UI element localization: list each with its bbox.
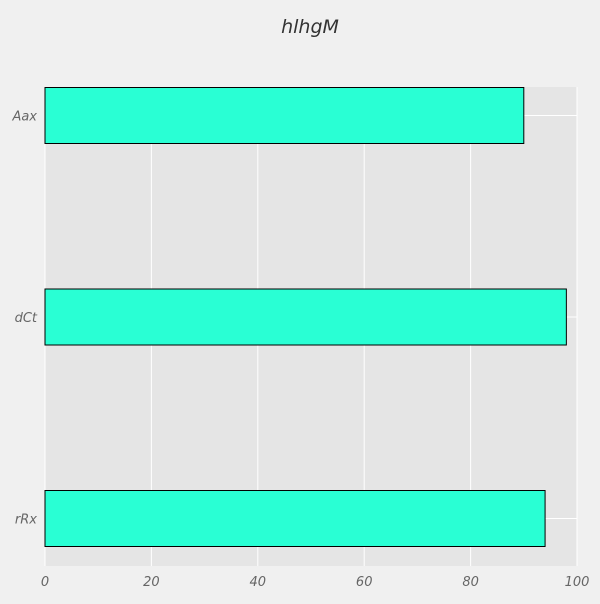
y-tick-label: rRx [15,513,37,528]
x-tick-label: 20 [143,575,160,590]
chart-title: hlhgM [281,16,339,38]
bar-dCt [44,288,567,346]
plot-area: Aax dCt rRx 0 20 40 60 80 100 [11,87,589,590]
x-tick-label: 100 [565,575,590,590]
x-tick-label: 40 [250,575,267,590]
x-tick-label: 80 [462,575,479,590]
y-tick-label: dCt [15,311,38,326]
bar-Aax [44,87,525,144]
bar-rRx [44,490,546,547]
x-tick-label: 0 [41,575,49,590]
x-tick-label: 60 [356,575,373,590]
y-tick-label: Aax [11,110,37,125]
